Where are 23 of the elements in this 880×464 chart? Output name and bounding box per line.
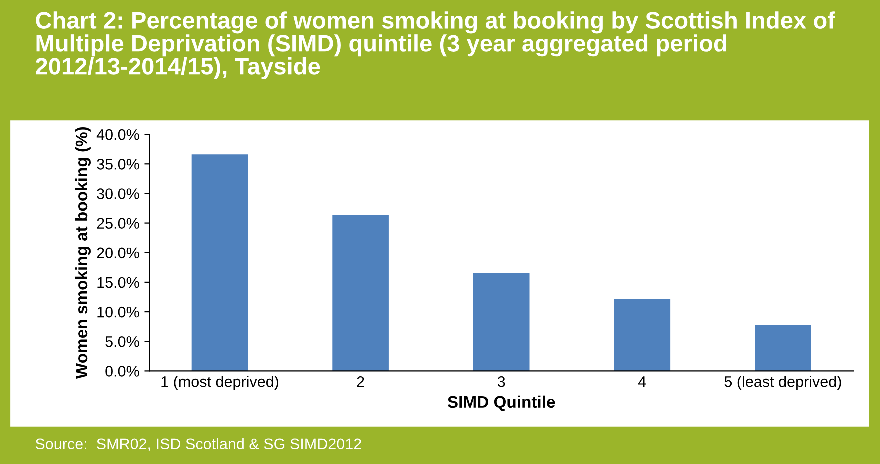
x-tick-label: 3 [498,376,506,388]
x-axis-title: SIMD Quintile [448,396,556,412]
y-tick-label: 35.0% [97,159,140,170]
x-tick-label: 2 [357,376,364,388]
y-tick-label: 20.0% [97,248,140,259]
x-tick-label: 4 [638,376,646,388]
y-tick-label: 5.0% [106,336,140,348]
bar [614,299,671,372]
y-tick-label: 30.0% [97,188,140,200]
y-axis-title: Women smoking at booking (%) [75,127,92,380]
x-tick-label: 1 (most deprived) [162,376,278,390]
source-note: Source: SMR02, ISD Scotland & SG SIMD2012 [36,438,362,452]
bar [473,272,530,372]
y-tick-label: 40.0% [96,129,140,140]
x-tick-label: 5 (least deprived) [724,376,842,390]
chart-title: Chart 2: Percentage of women smoking at booking by Scottish Index of Multiple Deprivation (SIMD) quintile (3 year aggregated period 2012/13-2014/15), Tayside [36,12,836,80]
bar [755,325,812,372]
y-tick-label: 10.0% [98,306,140,318]
y-tick-label: 0.0% [106,366,140,377]
y-tick-label: 25.0% [97,218,140,229]
bar [332,215,389,372]
y-tick-label: 15.0% [98,277,140,288]
bar [192,154,248,372]
